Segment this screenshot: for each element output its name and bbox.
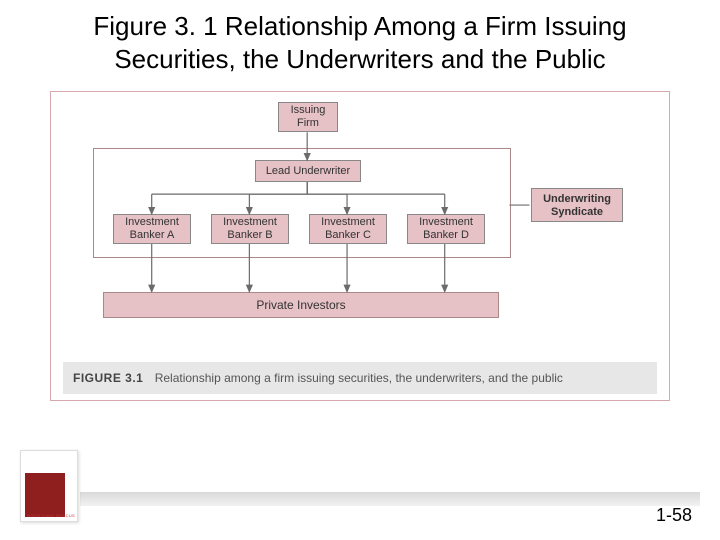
diagram-area: Issuing Firm Lead Underwriter Investment…: [63, 102, 657, 352]
node-banker-c: Investment Banker C: [309, 214, 387, 244]
page-number: 1-58: [656, 505, 692, 526]
book-authors: BODIE KANE MARCUS: [27, 513, 75, 518]
node-banker-b: Investment Banker B: [211, 214, 289, 244]
book-red-block: [25, 473, 65, 517]
node-banker-a: Investment Banker A: [113, 214, 191, 244]
slide-title: Figure 3. 1 Relationship Among a Firm Is…: [0, 0, 720, 83]
syndicate-label: Underwriting Syndicate: [531, 188, 623, 222]
footer-bar: [0, 492, 720, 512]
node-lead-underwriter: Lead Underwriter: [255, 160, 361, 182]
caption-text: Relationship among a firm issuing securi…: [155, 371, 563, 385]
node-banker-d: Investment Banker D: [407, 214, 485, 244]
caption-label: FIGURE 3.1: [73, 371, 143, 385]
node-private-investors: Private Investors: [103, 292, 499, 318]
figure-frame: Issuing Firm Lead Underwriter Investment…: [50, 91, 670, 401]
figure-caption: FIGURE 3.1 Relationship among a firm iss…: [63, 362, 657, 394]
footer-gradient: [80, 492, 700, 506]
book-thumbnail: BODIE KANE MARCUS: [20, 450, 78, 522]
node-issuing-firm: Issuing Firm: [278, 102, 338, 132]
